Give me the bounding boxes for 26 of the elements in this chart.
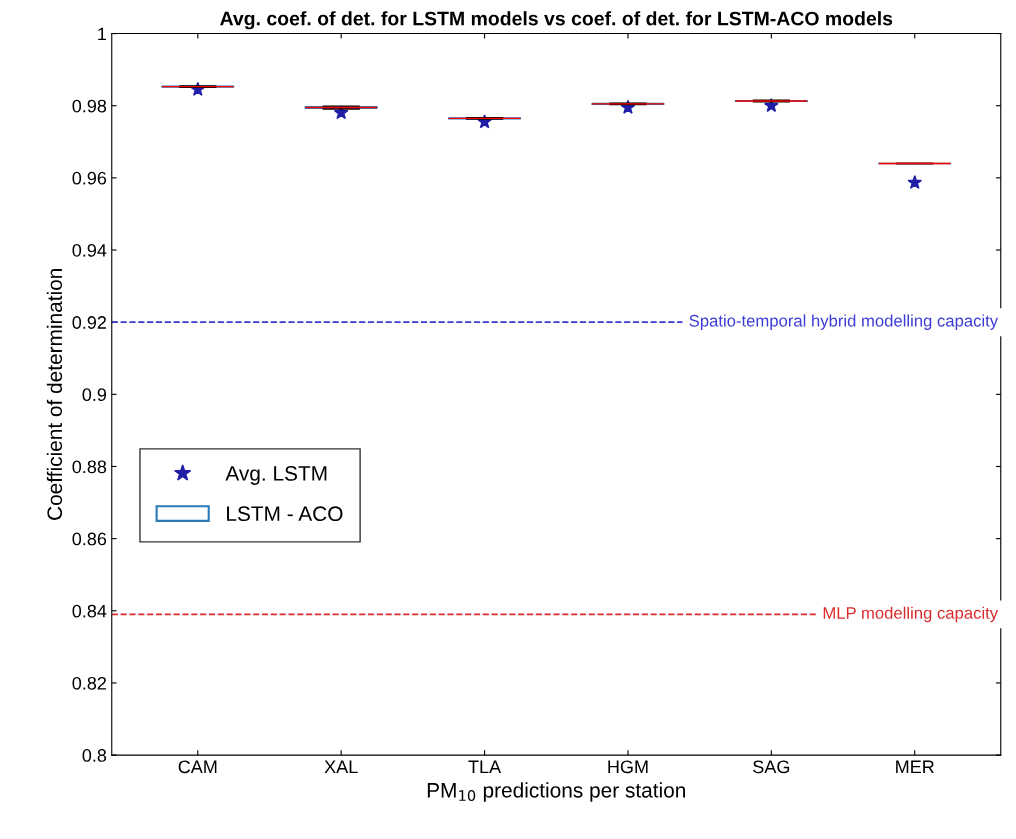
x-tick-label: MER: [896, 760, 934, 774]
x-axis-title: PM$_{10}$ predictions per station: [427, 782, 685, 802]
x-tick-label: CAM: [178, 760, 217, 774]
chart-title: Avg. coef. of det. for LSTM models vs coef. of det. for LSTM-ACO models: [220, 11, 893, 30]
y-tick-label: 0.98: [72, 99, 107, 113]
y-tick-label: 0.94: [72, 243, 107, 257]
legend-label: LSTM - ACO: [227, 506, 343, 522]
x-tick-label: TLA: [468, 760, 502, 774]
legend-label: Avg. LSTM: [225, 466, 327, 485]
y-axis-title: Coefficient of determination: [46, 269, 63, 520]
y-tick-label: 0.82: [72, 676, 106, 690]
y-tick-label: 1: [98, 27, 107, 41]
y-tick-label: 0.9: [82, 388, 107, 402]
y-tick-label: 0.8: [82, 749, 107, 762]
point: [764, 98, 779, 113]
point: [907, 174, 923, 189]
x-tick-label: SAG: [753, 760, 790, 774]
y-tick-label: 0.84: [72, 604, 107, 618]
y-tick-label: 0.92: [72, 316, 106, 329]
ref-line-label: MLP modelling capacity: [823, 606, 999, 623]
x-tick-label: HGM: [608, 760, 648, 774]
y-tick-label: 0.86: [72, 532, 107, 546]
ref-line-label: Spatio-temporal hybrid modelling capacity: [689, 314, 999, 330]
x-tick-label: XAL: [324, 760, 358, 774]
y-tick-label: 0.96: [72, 171, 107, 185]
y-tick-label: 0.88: [72, 460, 107, 474]
